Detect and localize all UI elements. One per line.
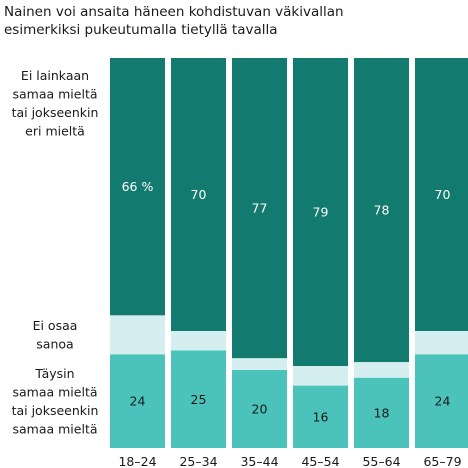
legend-disagree-line-1: samaa mieltä (12, 86, 97, 101)
data-label-disagree-4: 78 (374, 203, 390, 218)
bar-segment-agree-5 (415, 354, 468, 448)
bar-segment-dont_know-5 (415, 331, 468, 355)
legend-disagree-line-0: Ei lainkaan (21, 68, 89, 83)
bar-segment-agree-4 (354, 377, 409, 448)
bar-segment-agree-1 (171, 350, 226, 448)
category-label-1: 25–34 (179, 454, 217, 468)
data-label-disagree-1: 70 (191, 187, 207, 202)
chart-title: Nainen voi ansaita häneen kohdistuvan vä… (4, 3, 464, 39)
data-label-agree-4: 18 (374, 405, 390, 420)
bar-segment-disagree-1 (171, 58, 226, 331)
bar-segment-disagree-5 (415, 58, 468, 331)
bar-segment-agree-3 (293, 385, 348, 448)
data-label-disagree-3: 79 (313, 205, 329, 220)
data-label-agree-5: 24 (435, 394, 451, 409)
data-label-agree-3: 16 (313, 409, 329, 424)
category-label-0: 18–24 (118, 454, 156, 468)
category-label-5: 65–79 (423, 454, 461, 468)
legend-agree-line-2: tai jokseenkin (12, 403, 99, 418)
data-label-agree-0: 24 (130, 394, 146, 409)
chart-title-line-2: esimerkiksi pukeutumalla tietyllä tavall… (4, 22, 278, 38)
bar-segment-dont_know-2 (232, 358, 287, 370)
bar-segment-dont_know-4 (354, 362, 409, 378)
chart-legend: Ei lainkaan samaa mieltä tai jokseenkin eri… (12, 68, 99, 437)
legend-disagree-line-2: tai jokseenkin (12, 105, 99, 120)
bar-segment-dont_know-3 (293, 366, 348, 386)
bar-segment-disagree-4 (354, 58, 409, 363)
data-label-agree-2: 20 (252, 402, 268, 417)
legend-disagree-line-3: eri mieltä (25, 123, 85, 138)
category-label-3: 45–54 (301, 454, 339, 468)
data-label-agree-1: 25 (191, 392, 207, 407)
bar-segment-disagree-3 (293, 58, 348, 367)
bars: 66 % 24 70 25 77 20 79 16 78 18 70 24 (110, 58, 468, 448)
data-label-disagree-2: 77 (252, 201, 268, 216)
bar-segment-dont_know-1 (171, 331, 226, 351)
chart-title-line-1: Nainen voi ansaita häneen kohdistuvan vä… (4, 4, 344, 20)
category-label-2: 35–44 (240, 454, 278, 468)
legend-agree-line-3: samaa mieltä (12, 421, 97, 436)
bar-segment-agree-2 (232, 370, 287, 448)
legend-agree-line-1: samaa mieltä (12, 384, 97, 399)
bar-segment-disagree-2 (232, 58, 287, 359)
bar-segment-dont_know-0 (110, 315, 165, 355)
legend-agree-line-0: Täysin (34, 366, 74, 381)
bar-segment-agree-0 (110, 354, 165, 448)
bar-segment-disagree-0 (110, 58, 165, 316)
data-label-disagree-5: 70 (435, 187, 451, 202)
legend-dont_know-line-1: sanoa (36, 337, 73, 352)
category-axis-labels: 18–24 25–34 35–44 45–54 55–64 65–79 (118, 454, 461, 468)
data-label-disagree-0: 66 % (122, 179, 154, 194)
category-label-4: 55–64 (362, 454, 400, 468)
legend-dont_know-line-0: Ei osaa (33, 318, 78, 333)
